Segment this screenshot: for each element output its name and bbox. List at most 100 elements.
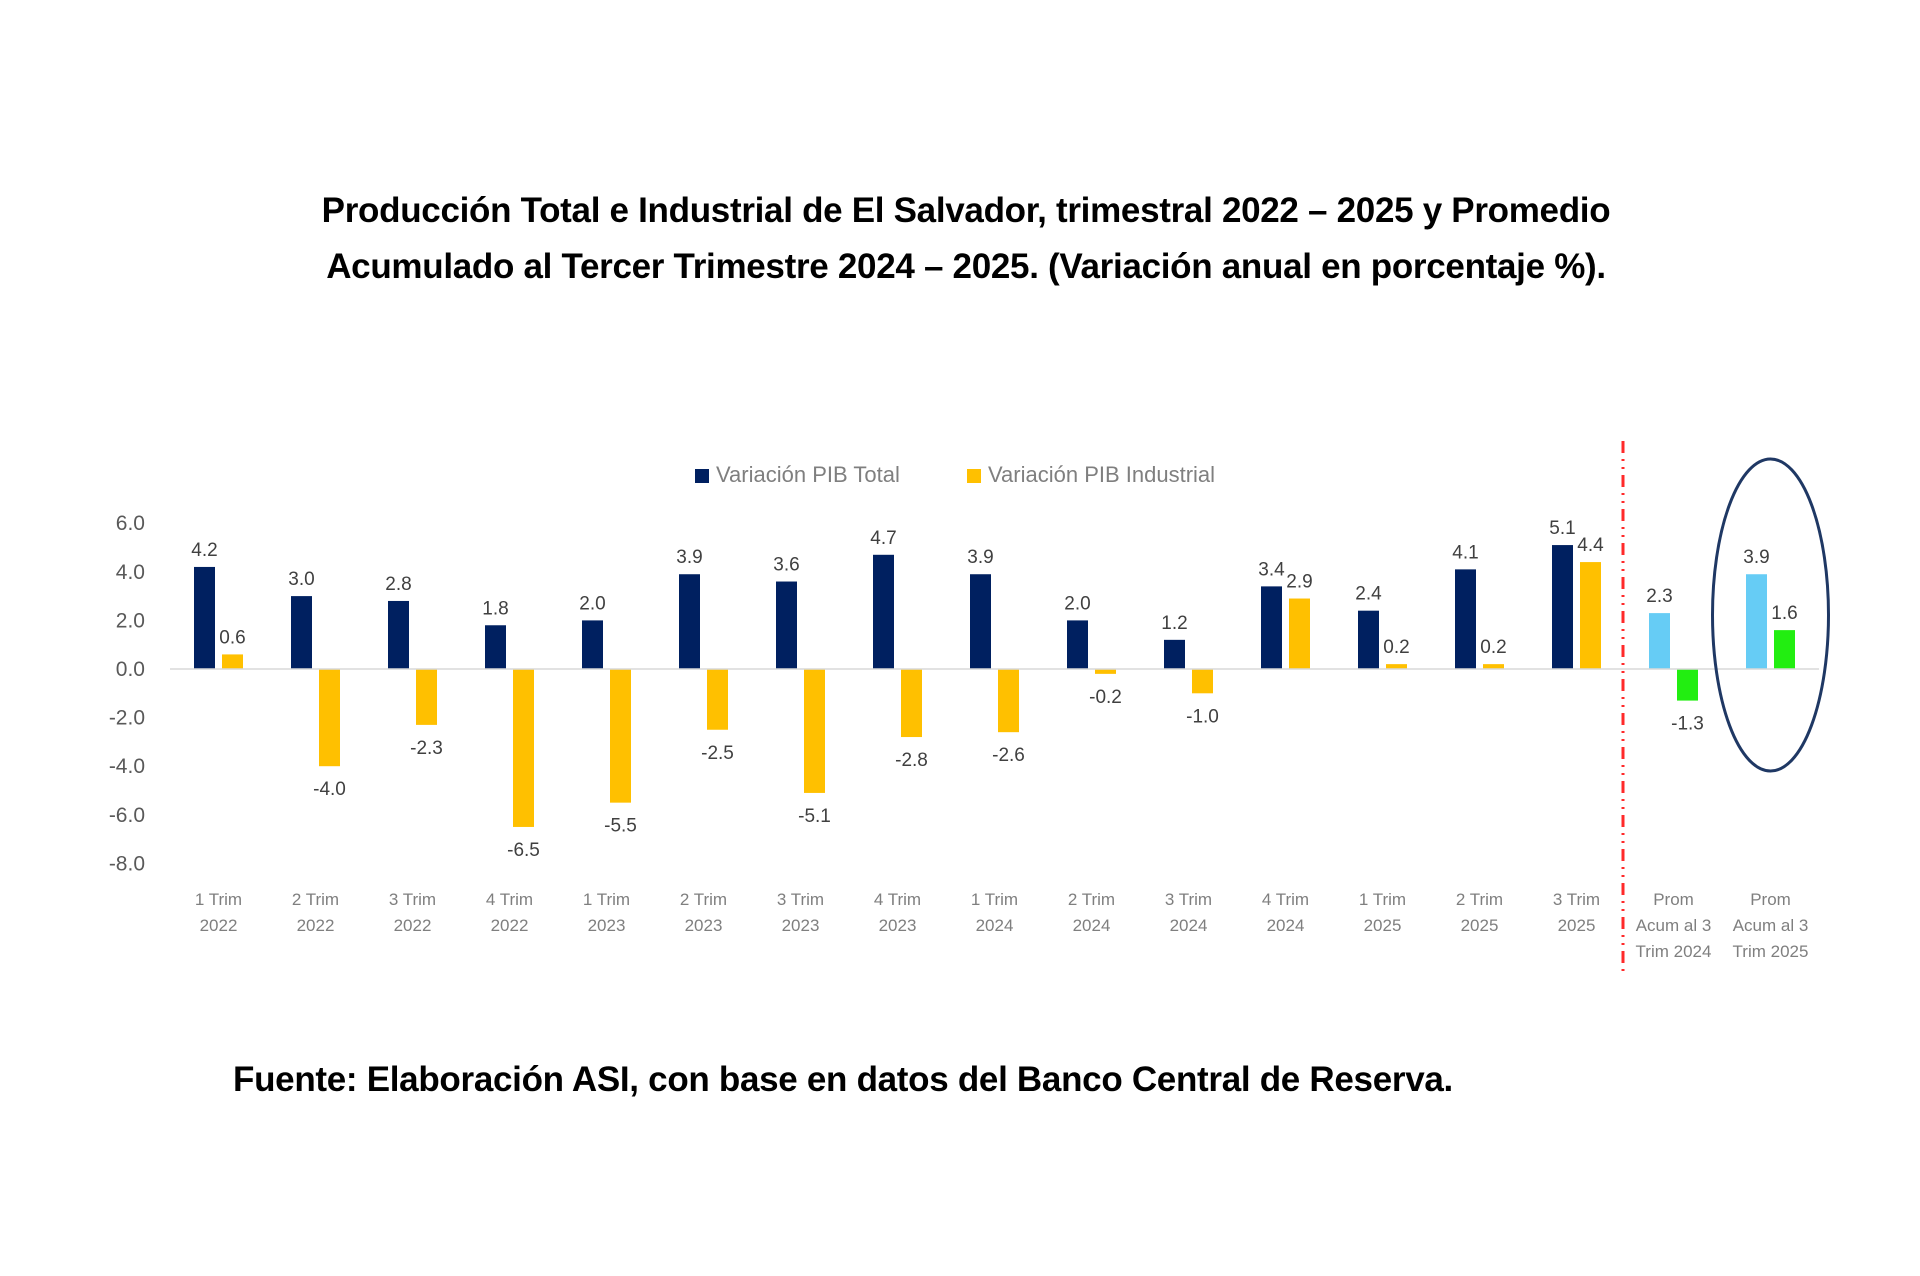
- bar-pib-industrial: [1192, 669, 1213, 694]
- data-label-total: 2.3: [1646, 586, 1672, 607]
- data-label-industrial: -1.3: [1671, 714, 1704, 735]
- x-tick-label: Trim 2025: [1733, 942, 1809, 961]
- x-tick-label: 2024: [1170, 916, 1208, 935]
- bar-pib-industrial: [610, 669, 631, 803]
- x-tick-label: 1 Trim: [583, 890, 630, 909]
- data-label-total: 4.1: [1452, 542, 1478, 563]
- data-label-industrial: -5.5: [604, 816, 637, 837]
- x-tick-label: Trim 2024: [1636, 942, 1712, 961]
- legend-swatch-total: [695, 469, 709, 483]
- data-label-total: 3.9: [967, 547, 993, 568]
- data-label-total: 5.1: [1549, 518, 1575, 539]
- bar-pib-total: [1067, 620, 1088, 669]
- data-label-industrial: 1.6: [1771, 603, 1797, 624]
- x-tick-label: 3 Trim: [1165, 890, 1212, 909]
- bar-pib-total: [1746, 574, 1767, 669]
- y-tick-label: 0.0: [116, 658, 145, 681]
- bar-pib-industrial: [1386, 664, 1407, 669]
- x-tick-label: Prom: [1653, 890, 1694, 909]
- data-label-total: 2.0: [579, 593, 605, 614]
- legend: Variación PIB Total Variación PIB Indust…: [695, 462, 1215, 487]
- bar-pib-industrial: [513, 669, 534, 827]
- bar-pib-industrial: [1289, 598, 1310, 669]
- x-tick-label: 2022: [200, 916, 238, 935]
- x-tick-label: 4 Trim: [1262, 890, 1309, 909]
- data-labels: 4.2 0.6 3.0 -4.0 2.8 -2.3 1.8 -6.5 2.0 -5.5 3.9 -2.…: [191, 518, 1797, 861]
- data-label-industrial: -2.8: [895, 750, 928, 771]
- x-tick-label: 2023: [782, 916, 820, 935]
- bar-pib-total: [776, 581, 797, 669]
- x-tick-label: 2024: [976, 916, 1014, 935]
- data-label-total: 3.9: [1743, 547, 1769, 568]
- legend-label-total: Variación PIB Total: [716, 462, 900, 487]
- bar-pib-total: [1164, 639, 1185, 669]
- x-tick-label: 2 Trim: [1068, 890, 1115, 909]
- highlight-ellipse: [1711, 457, 1830, 773]
- bar-pib-total: [679, 574, 700, 669]
- bar-pib-total: [873, 554, 894, 669]
- y-tick-label: 6.0: [116, 512, 145, 535]
- data-label-total: 4.7: [870, 528, 896, 549]
- x-tick-label: 2 Trim: [680, 890, 727, 909]
- legend-swatch-industrial: [967, 469, 981, 483]
- x-tick-label: 2022: [297, 916, 335, 935]
- bar-pib-industrial: [707, 669, 728, 730]
- bar-pib-total: [291, 596, 312, 669]
- data-label-industrial: -2.3: [410, 738, 443, 759]
- bar-pib-industrial: [804, 669, 825, 793]
- x-tick-label: 1 Trim: [971, 890, 1018, 909]
- bar-pib-industrial: [1095, 669, 1116, 674]
- chart-title-line-1: Producción Total e Industrial de El Salv…: [321, 191, 1611, 230]
- bar-pib-industrial: [998, 669, 1019, 733]
- bar-pib-total: [1455, 569, 1476, 669]
- y-axis: 6.0 4.0 2.0 0.0 -2.0 -4.0 -6.0 -8.0: [109, 512, 145, 875]
- data-label-total: 4.2: [191, 540, 217, 561]
- x-axis-labels: 1 Trim 2022 2 Trim 2022 3 Trim 2022 4 Trim 2022…: [195, 890, 1809, 961]
- x-tick-label: Acum al 3: [1733, 916, 1809, 935]
- bar-pib-industrial: [222, 654, 243, 669]
- x-tick-label: 2023: [685, 916, 723, 935]
- data-label-total: 2.0: [1064, 593, 1090, 614]
- x-tick-label: Acum al 3: [1636, 916, 1712, 935]
- data-label-industrial: 2.9: [1286, 572, 1312, 593]
- bar-pib-total: [485, 625, 506, 669]
- x-tick-label: 2023: [588, 916, 626, 935]
- data-label-industrial: -0.2: [1089, 687, 1122, 708]
- x-tick-label: 2025: [1461, 916, 1499, 935]
- bars: [194, 545, 1795, 827]
- data-label-total: 3.6: [773, 555, 799, 576]
- x-tick-label: 2 Trim: [292, 890, 339, 909]
- data-label-industrial: -5.1: [798, 806, 831, 827]
- bar-pib-industrial: [1580, 562, 1601, 669]
- y-tick-label: -6.0: [109, 804, 145, 827]
- bar-pib-total: [970, 574, 991, 669]
- bar-pib-industrial: [1774, 630, 1795, 669]
- bar-pib-industrial: [1483, 664, 1504, 669]
- data-label-total: 3.0: [288, 569, 314, 590]
- bar-pib-industrial: [901, 669, 922, 738]
- x-tick-label: 2023: [879, 916, 917, 935]
- y-tick-label: -8.0: [109, 852, 145, 875]
- x-tick-label: 2 Trim: [1456, 890, 1503, 909]
- x-tick-label: 4 Trim: [874, 890, 921, 909]
- x-tick-label: 2024: [1073, 916, 1111, 935]
- x-tick-label: 3 Trim: [777, 890, 824, 909]
- y-tick-label: -2.0: [109, 707, 145, 730]
- x-tick-label: 3 Trim: [389, 890, 436, 909]
- bar-pib-total: [388, 600, 409, 669]
- chart-title-line-2: Acumulado al Tercer Trimestre 2024 – 202…: [326, 247, 1606, 286]
- bar-pib-total: [1552, 545, 1573, 669]
- bar-pib-total: [582, 620, 603, 669]
- data-label-industrial: 4.4: [1577, 535, 1604, 556]
- x-tick-label: 2024: [1267, 916, 1305, 935]
- bar-pib-industrial: [1677, 669, 1698, 701]
- bar-pib-industrial: [319, 669, 340, 767]
- y-tick-label: 2.0: [116, 609, 145, 632]
- data-label-industrial: 0.2: [1480, 637, 1506, 658]
- x-tick-label: 1 Trim: [1359, 890, 1406, 909]
- chart-title: Producción Total e Industrial de El Salv…: [0, 183, 1920, 295]
- x-tick-label: Prom: [1750, 890, 1791, 909]
- data-label-industrial: -2.5: [701, 743, 734, 764]
- data-label-total: 2.4: [1355, 584, 1382, 605]
